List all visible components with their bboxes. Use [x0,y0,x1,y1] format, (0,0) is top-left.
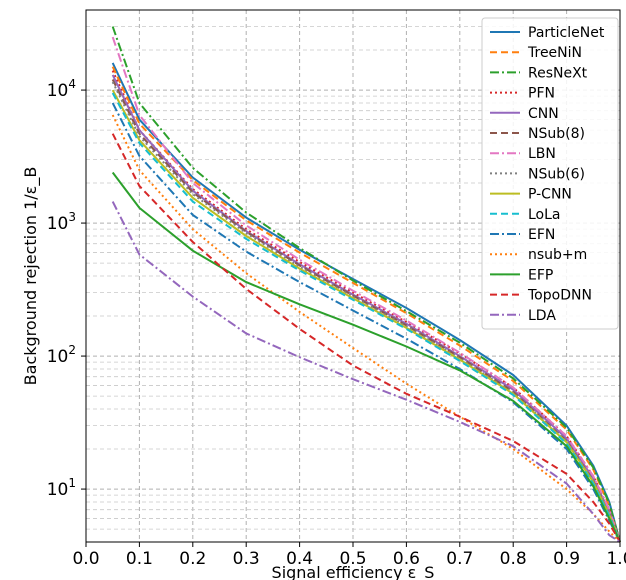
series-lines [111,26,621,543]
legend-label: PFN [528,86,555,102]
series-line-lola [111,92,621,543]
legend-label: LBN [528,146,556,162]
axis-ticks: 0.0 0.1 0.2 0.3 0.4 0.5 0.6 0.7 0.8 0.9 1.0 101 102 1… [47,77,626,569]
legend-label: P-CNN [528,187,572,203]
series-line-resnext [111,26,621,543]
x-tick-label: 1.0 [606,549,626,569]
legend-label: EFP [528,267,553,283]
legend-label: nsub+m [528,247,587,263]
legend-label: LoLa [528,207,561,223]
series-line-lda [111,201,621,543]
series-line-topodnn [111,133,621,543]
legend-label: CNN [528,106,559,122]
x-tick-label: 0.3 [233,549,260,569]
legend-label: NSub(8) [528,126,585,142]
series-line-efp [111,171,621,543]
series-line-nsub-m [111,114,621,543]
series-line-lbn [111,36,621,543]
y-tick-label: 104 [47,77,76,101]
x-axis-label: Signal efficiency ε_S [272,563,435,580]
series-line-particlenet [111,62,621,543]
x-tick-label: 0.7 [446,549,473,569]
x-tick-label: 0.4 [286,549,313,569]
y-tick-label: 103 [47,210,76,234]
x-tick-label: 0.1 [126,549,153,569]
series-line-efn [111,102,621,543]
legend-box [481,17,619,330]
legend-label: TreeNiN [527,45,582,61]
x-tick-label: 0.6 [393,549,420,569]
legend: ParticleNet TreeNiN ResNeXt PFN CNN NSub(8) LB… [481,17,619,330]
legend-label: ParticleNet [528,25,605,41]
series-line-pfn [111,70,621,543]
y-axis-label: Background rejection 1/ε_B [21,167,41,386]
x-tick-label: 0.8 [500,549,527,569]
y-tick-label: 101 [47,476,76,500]
x-tick-label: 0.0 [72,549,99,569]
y-tick-label: 102 [47,343,76,367]
x-tick-label: 0.2 [179,549,206,569]
legend-label: ResNeXt [528,65,588,81]
legend-label: EFN [528,227,555,243]
legend-label: TopoDNN [527,288,592,304]
legend-label: NSub(6) [528,166,585,182]
legend-label: LDA [528,308,556,324]
x-tick-label: 0.9 [553,549,580,569]
x-tick-label: 0.5 [339,549,366,569]
